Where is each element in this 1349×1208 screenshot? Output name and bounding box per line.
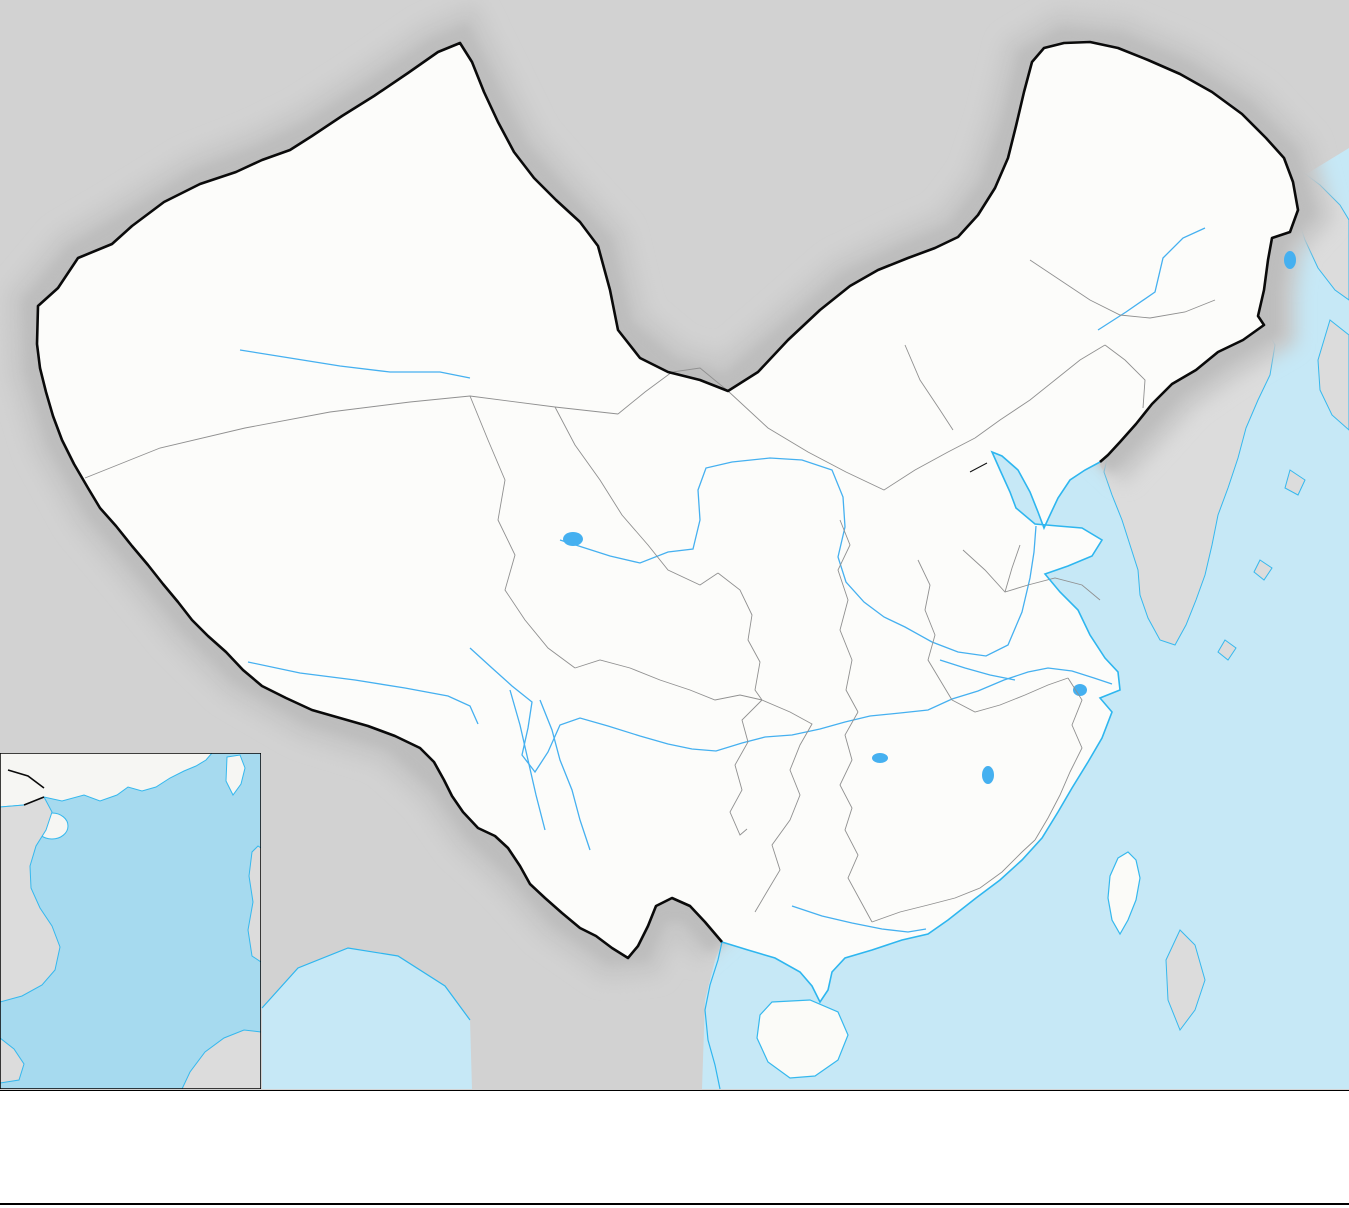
- sea-east-polygon: [702, 148, 1349, 1089]
- national-border: [35, 40, 1300, 960]
- tianjin-pointer-line: [969, 462, 988, 473]
- china-radar-map: [0, 0, 1349, 1090]
- sea-bengal-polygon: [262, 948, 472, 1089]
- bottom-rule: [0, 1203, 1349, 1205]
- china-coastline: [721, 450, 1121, 1004]
- ryukyu-islands: [1165, 469, 1306, 1032]
- hainan-island: [756, 999, 849, 1079]
- vietnam-coastline: [261, 941, 723, 1090]
- legend-bar: [0, 1090, 1349, 1208]
- province-boundaries: [84, 259, 1216, 923]
- china-landmass: [37, 42, 1298, 1002]
- taiwan-island: [1107, 851, 1141, 936]
- south-china-sea-inset: [0, 753, 261, 1089]
- china-map-svg: [0, 2, 1349, 1090]
- japan-islands: [1317, 319, 1349, 431]
- lakes: [563, 251, 1296, 784]
